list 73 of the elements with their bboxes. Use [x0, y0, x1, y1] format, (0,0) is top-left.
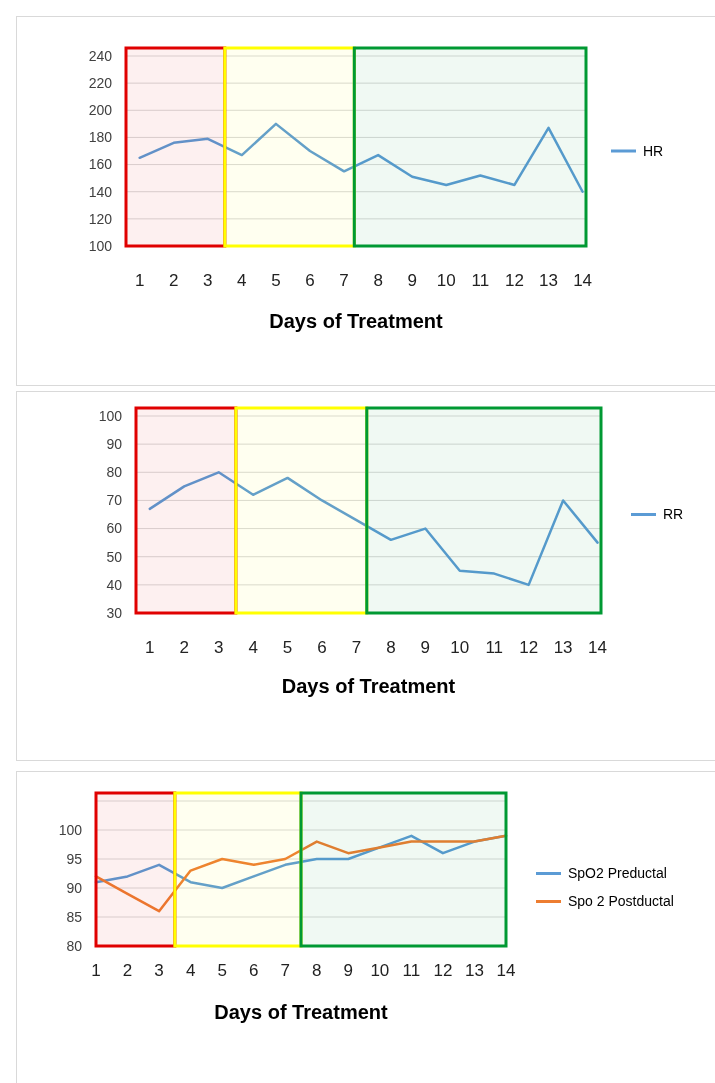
x-tick-label: 9: [343, 961, 354, 980]
x-tick-label: 14: [496, 961, 516, 980]
y-tick-label: 240: [88, 47, 113, 64]
y-tick-label: 90: [106, 436, 123, 453]
x-tick-label: 11: [471, 271, 490, 290]
x-axis-title: Days of Treatment: [269, 310, 444, 332]
x-tick-label: 14: [588, 638, 608, 657]
y-tick-label: 70: [106, 492, 123, 509]
x-tick-label: 7: [280, 961, 290, 980]
line-series: [94, 834, 508, 913]
y-tick-label: 200: [88, 102, 113, 119]
x-tick-label: 12: [519, 638, 539, 657]
x-tick-label: 7: [339, 271, 349, 290]
x-tick-label: 2: [122, 961, 133, 980]
y-tick-label: 100: [98, 407, 123, 424]
x-tick-label: 8: [386, 638, 396, 657]
x-tick-label: 13: [539, 271, 558, 290]
y-tick-label: 180: [88, 129, 113, 146]
x-tick-label: 4: [237, 271, 247, 290]
x-tick-label: 3: [203, 271, 213, 290]
legend-label: SpO2 Preductal: [568, 865, 667, 882]
y-tick-label: 220: [88, 75, 113, 92]
y-tick-label: 100: [88, 237, 113, 254]
x-tick-label: 4: [185, 961, 196, 980]
y-tick-label: 85: [66, 908, 83, 925]
line-series: [138, 122, 584, 193]
x-tick-label: 8: [373, 271, 383, 290]
y-tick-label: 90: [66, 879, 83, 896]
x-tick-label: 6: [317, 638, 327, 657]
x-tick-label: 11: [402, 961, 421, 980]
x-tick-label: 13: [465, 961, 484, 980]
y-tick-label: 140: [88, 183, 113, 200]
y-tick-label: 120: [88, 210, 113, 227]
x-tick-label: 2: [179, 638, 189, 657]
x-tick-label: 10: [370, 961, 390, 980]
x-axis-title: Days of Treatment: [281, 675, 456, 697]
x-tick-label: 13: [553, 638, 573, 657]
x-tick-label: 8: [312, 961, 322, 980]
x-tick-label: 12: [504, 271, 524, 290]
x-tick-label: 1: [134, 271, 145, 290]
x-tick-label: 6: [305, 271, 315, 290]
x-tick-label: 9: [420, 638, 431, 657]
x-tick-label: 10: [436, 271, 456, 290]
legend-label: Spo 2 Postductal: [568, 893, 674, 910]
x-tick-label: 3: [213, 638, 224, 657]
line-series: [148, 471, 599, 587]
x-tick-label: 12: [433, 961, 453, 980]
y-tick-label: 30: [106, 604, 123, 621]
x-tick-label: 5: [217, 961, 227, 980]
y-tick-label: 80: [66, 937, 83, 954]
x-axis-title: Days of Treatment: [214, 1001, 389, 1023]
x-tick-label: 1: [91, 961, 101, 980]
y-tick-label: 40: [106, 576, 123, 593]
y-tick-label: 100: [58, 821, 83, 838]
x-tick-label: 5: [271, 271, 281, 290]
x-tick-label: 4: [248, 638, 258, 657]
x-tick-label: 6: [248, 961, 259, 980]
x-tick-label: 9: [407, 271, 417, 290]
x-tick-label: 2: [168, 271, 179, 290]
x-tick-label: 3: [154, 961, 164, 980]
y-tick-label: 95: [66, 850, 83, 867]
legend-label: RR: [663, 506, 684, 523]
x-tick-label: 5: [282, 638, 293, 657]
y-tick-label: 50: [106, 548, 123, 565]
x-tick-label: 1: [145, 638, 155, 657]
y-tick-label: 80: [106, 464, 123, 481]
x-tick-label: 10: [450, 638, 470, 657]
x-tick-label: 7: [351, 638, 362, 657]
legend-label: HR: [643, 142, 664, 159]
y-tick-label: 60: [106, 520, 123, 537]
x-tick-label: 14: [573, 271, 593, 290]
y-tick-label: 160: [88, 156, 113, 173]
x-tick-label: 11: [485, 638, 504, 657]
